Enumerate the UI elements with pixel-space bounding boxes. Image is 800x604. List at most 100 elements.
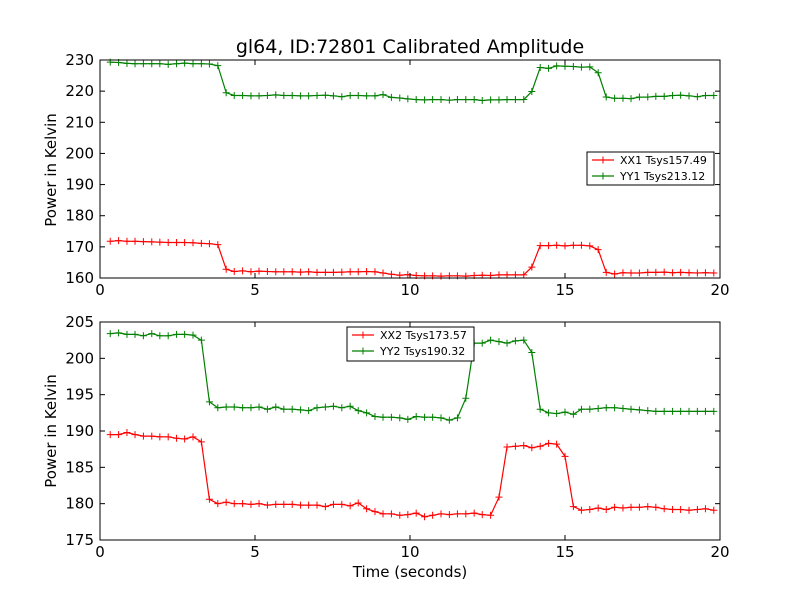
bottom-data-point	[115, 329, 123, 337]
bottom-data-point	[396, 511, 404, 519]
bottom-data-point	[685, 506, 693, 514]
top-data-point	[577, 241, 585, 249]
bottom-data-point	[478, 511, 486, 519]
top-data-point	[429, 96, 437, 104]
top-data-point	[197, 60, 205, 68]
top-data-point	[701, 269, 709, 277]
top-data-point	[173, 60, 181, 68]
top-data-point	[644, 93, 652, 101]
bottom-data-point	[619, 504, 627, 512]
bottom-data-point	[280, 500, 288, 508]
bottom-data-point	[148, 432, 156, 440]
bottom-data-point	[263, 501, 271, 509]
top-data-point	[173, 238, 181, 246]
top-data-point	[586, 242, 594, 250]
bottom-data-point	[156, 332, 164, 340]
top-data-point	[470, 96, 478, 104]
top-data-point	[297, 92, 305, 100]
bottom-data-point	[421, 513, 429, 521]
bottom-data-point	[106, 431, 114, 439]
top-data-point	[272, 91, 280, 99]
top-data-point	[139, 238, 147, 246]
top-data-point	[346, 268, 354, 276]
top-data-point	[453, 96, 461, 104]
bottom-data-point	[305, 501, 313, 509]
bottom-data-point	[222, 498, 230, 506]
top-data-point	[280, 92, 288, 100]
top-data-point	[495, 271, 503, 279]
top-legend-marker	[599, 156, 607, 164]
top-data-point	[338, 268, 346, 276]
top-data-point	[627, 95, 635, 103]
top-y-axis-label: Power in Kelvin	[42, 113, 60, 227]
bottom-data-point	[272, 403, 280, 411]
bottom-data-point	[338, 500, 346, 508]
bottom-x-tick-label: 15	[555, 543, 574, 561]
bottom-data-point	[404, 511, 412, 519]
bottom-data-point	[677, 407, 685, 415]
top-data-point	[569, 241, 577, 249]
bottom-data-point	[363, 409, 371, 417]
bottom-data-point	[156, 433, 164, 441]
top-data-point	[561, 242, 569, 250]
bottom-data-point	[321, 503, 329, 511]
bottom-data-point	[181, 435, 189, 443]
top-data-point	[255, 267, 263, 275]
bottom-data-point	[205, 495, 213, 503]
top-data-point	[677, 268, 685, 276]
bottom-data-point	[288, 500, 296, 508]
bottom-data-point	[371, 412, 379, 420]
bottom-data-point	[470, 509, 478, 517]
top-data-point	[205, 240, 213, 248]
bottom-data-point	[139, 432, 147, 440]
bottom-data-point	[239, 404, 247, 412]
top-data-point	[255, 92, 263, 100]
top-data-point	[619, 269, 627, 277]
bottom-data-point	[346, 402, 354, 410]
bottom-data-point	[173, 330, 181, 338]
top-data-point	[611, 94, 619, 102]
top-data-point	[660, 92, 668, 100]
top-data-point	[660, 268, 668, 276]
top-data-point	[181, 59, 189, 67]
top-y-tick-label: 160	[65, 269, 94, 287]
bottom-data-point	[387, 510, 395, 518]
bottom-data-point	[263, 405, 271, 413]
bottom-legend: XX2 Tsys173.57 YY2 Tsys190.32	[346, 326, 475, 362]
bottom-data-point	[115, 431, 123, 439]
top-data-point	[594, 69, 602, 77]
top-data-point	[123, 237, 131, 245]
bottom-data-point	[329, 402, 337, 410]
bottom-data-point	[214, 404, 222, 412]
top-x-tick-label: 10	[400, 281, 419, 299]
bottom-data-point	[536, 405, 544, 413]
bottom-data-point	[528, 349, 536, 357]
bottom-x-tick-label: 20	[710, 543, 729, 561]
bottom-data-point	[693, 407, 701, 415]
bottom-data-point	[173, 434, 181, 442]
top-data-point	[710, 92, 718, 100]
bottom-data-point	[205, 398, 213, 406]
bottom-data-point	[429, 413, 437, 421]
bottom-x-tick-label: 5	[250, 543, 260, 561]
bottom-data-point	[677, 505, 685, 513]
bottom-data-point	[106, 330, 114, 338]
top-data-point	[371, 92, 379, 100]
top-data-point	[363, 92, 371, 100]
bottom-data-point	[396, 414, 404, 422]
top-data-point	[205, 60, 213, 68]
bottom-data-point	[511, 337, 519, 345]
top-data-point	[288, 92, 296, 100]
top-y-tick-label: 170	[65, 238, 94, 256]
bottom-legend-label: YY2 Tsys190.32	[379, 345, 465, 358]
bottom-data-point	[487, 336, 495, 344]
bottom-data-point	[412, 509, 420, 517]
top-data-point	[421, 96, 429, 104]
bottom-data-point	[545, 409, 553, 417]
top-data-point	[669, 269, 677, 277]
bottom-data-point	[495, 338, 503, 346]
top-data-point	[239, 267, 247, 275]
bottom-data-point	[445, 416, 453, 424]
bottom-data-point	[297, 406, 305, 414]
